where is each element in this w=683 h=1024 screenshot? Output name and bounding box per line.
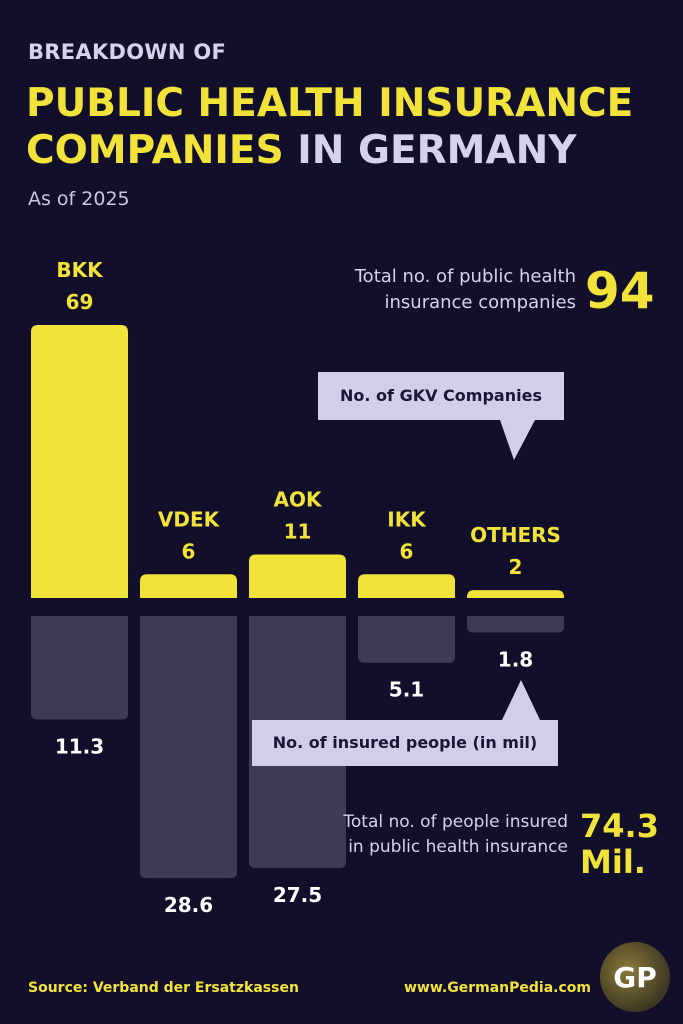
total-insured-unit: Mil. [580, 843, 646, 881]
bar-companies-bkk [31, 325, 128, 598]
bar-companies-vdek [140, 574, 237, 598]
logo: GP [600, 942, 670, 1012]
bar-companies-others [467, 590, 564, 598]
page-title: PUBLIC HEALTH INSURANCE COMPANIES IN GER… [26, 80, 666, 174]
insured-value-label-vdek: 28.6 [164, 893, 213, 917]
insured-value-label-bkk: 11.3 [55, 735, 104, 759]
category-label-others: OTHERS [470, 523, 561, 547]
companies-value-label-ikk: 6 [400, 539, 414, 563]
callout-companies: No. of GKV Companies [318, 372, 564, 420]
bar-insured-vdek [140, 616, 237, 879]
total-companies-label: Total no. of public health insurance com… [354, 266, 576, 313]
website-link[interactable]: www.GermanPedia.com [404, 980, 591, 996]
kicker-text: BREAKDOWN OF [28, 40, 227, 64]
bar-companies-aok [249, 554, 346, 598]
total-insured-value: 74.3 Mil. [580, 808, 659, 880]
title-highlight-line1: PUBLIC HEALTH INSURANCE [26, 81, 634, 126]
title-rest: IN GERMANY [283, 128, 577, 173]
callout-insured-tail [502, 680, 540, 720]
title-highlight-line2: COMPANIES [26, 128, 284, 173]
bar-insured-ikk [358, 616, 455, 663]
bar-companies-ikk [358, 574, 455, 598]
source-text: Source: Verband der Ersatzkassen [28, 980, 299, 996]
total-insured-label: Total no. of people insured in public he… [343, 812, 568, 857]
total-companies-value: 94 [585, 262, 655, 320]
category-label-aok: AOK [274, 487, 323, 511]
companies-value-label-aok: 11 [284, 519, 312, 543]
logo-text: GP [613, 960, 657, 994]
companies-value-label-vdek: 6 [182, 539, 196, 563]
bar-insured-bkk [31, 616, 128, 720]
category-label-ikk: IKK [387, 507, 427, 531]
insured-value-label-ikk: 5.1 [389, 678, 424, 702]
insured-value-label-aok: 27.5 [273, 883, 322, 907]
companies-value-label-bkk: 69 [66, 290, 94, 314]
bar-insured-others [467, 616, 564, 633]
total-insured-number: 74.3 [580, 807, 659, 845]
insured-value-label-others: 1.8 [498, 647, 533, 671]
category-label-bkk: BKK [56, 258, 104, 282]
companies-value-label-others: 2 [509, 555, 523, 579]
callout-companies-tail [500, 420, 535, 460]
subtitle: As of 2025 [28, 188, 130, 210]
callout-insured: No. of insured people (in mil) [252, 720, 558, 766]
category-label-vdek: VDEK [158, 507, 221, 531]
